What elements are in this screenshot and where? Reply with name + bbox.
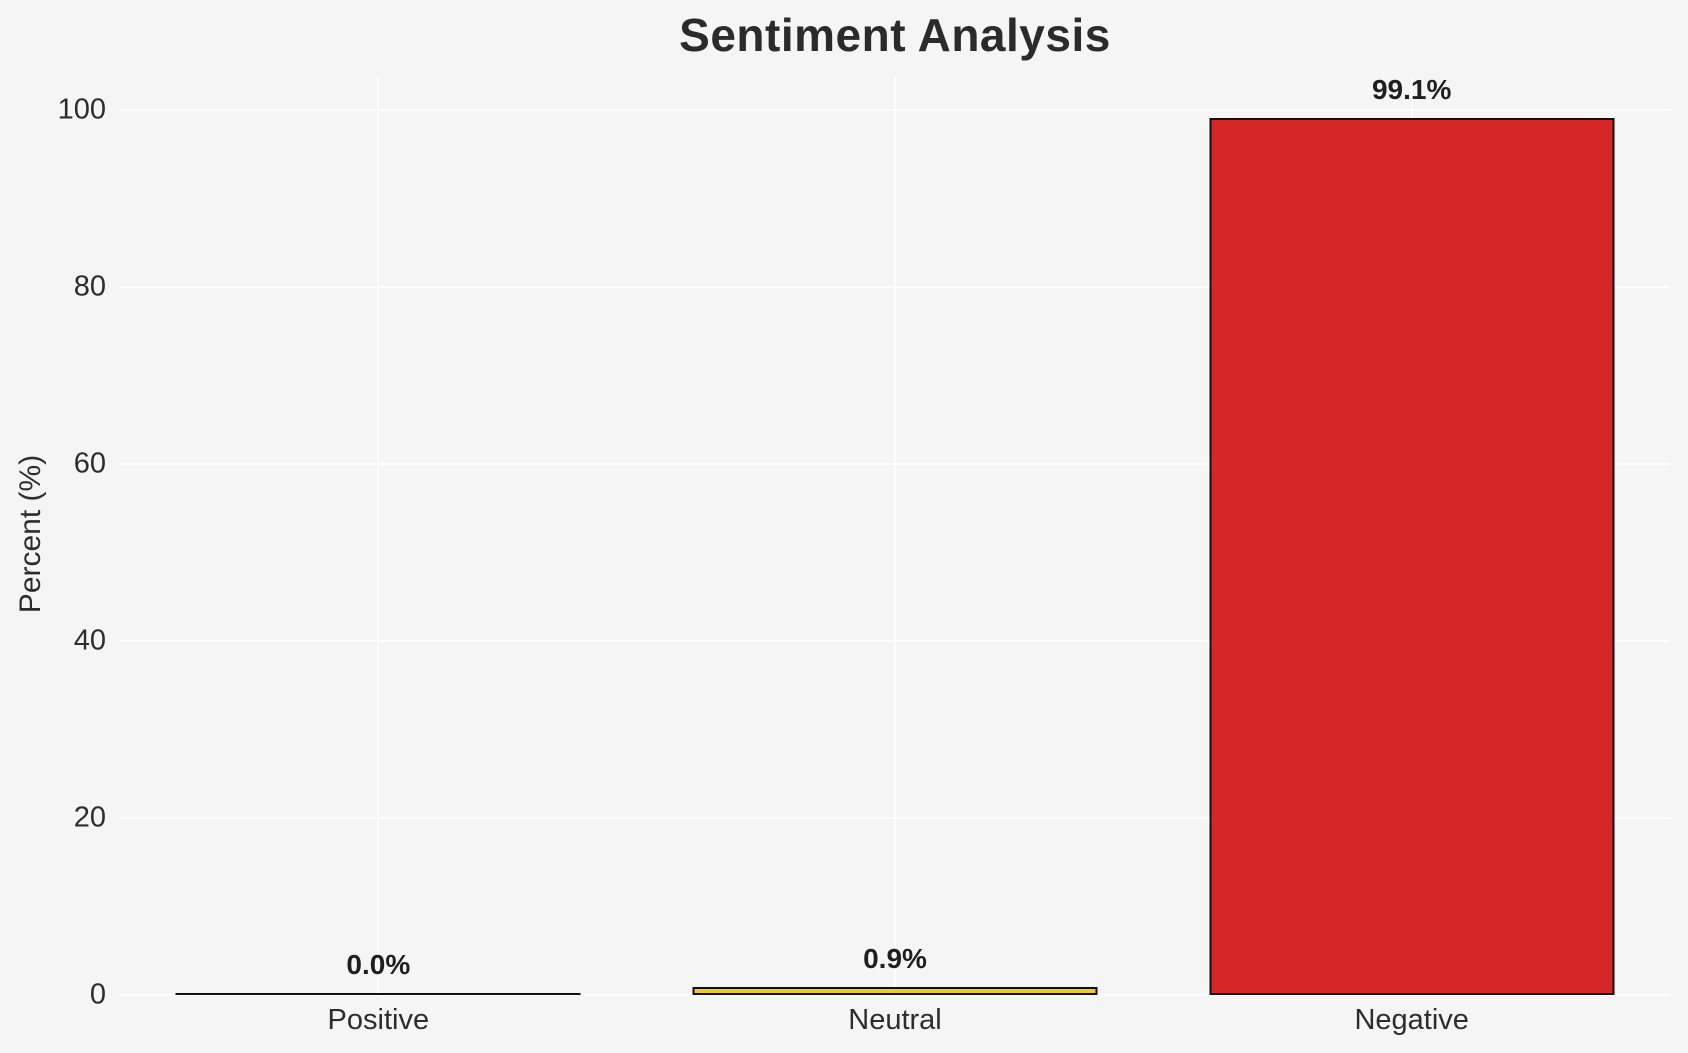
- plot-area: 0 20 40 60 80 100 0.0% Positive 0.9% Neutral 99.1…: [58, 73, 1670, 1036]
- category-slot-neutral: 0.9% Neutral: [637, 77, 1154, 1036]
- gridline-x-positive: [377, 77, 380, 995]
- gridline-x-neutral: [894, 77, 896, 995]
- y-tick-label-60: 60: [73, 447, 106, 480]
- y-tick-label-0: 0: [89, 978, 106, 1011]
- bar-positive: [175, 993, 581, 995]
- bars-row: 0.0% Positive 0.9% Neutral 99.1% Negative: [120, 73, 1670, 1036]
- x-tick-label-negative: Negative: [1354, 1004, 1469, 1036]
- y-tick-label-40: 40: [73, 624, 106, 657]
- category-slot-negative: 99.1% Negative: [1153, 73, 1670, 1036]
- value-label-negative: 99.1%: [1371, 73, 1452, 105]
- bar-neutral: [692, 987, 1098, 995]
- category-slot-positive: 0.0% Positive: [120, 77, 637, 1036]
- chart-title: Sentiment Analysis: [679, 9, 1111, 61]
- value-label-positive: 0.0%: [346, 949, 411, 980]
- gridline-y-0: [120, 994, 1670, 996]
- y-tick-label-80: 80: [73, 270, 106, 303]
- bar-negative: [1209, 117, 1615, 995]
- x-tick-label-positive: Positive: [327, 1004, 430, 1036]
- y-tick-label-20: 20: [73, 801, 106, 834]
- y-tick-label-100: 100: [57, 93, 106, 126]
- x-tick-label-neutral: Neutral: [848, 1004, 942, 1036]
- value-label-neutral: 0.9%: [863, 943, 927, 975]
- y-axis-label: Percent (%): [14, 454, 47, 614]
